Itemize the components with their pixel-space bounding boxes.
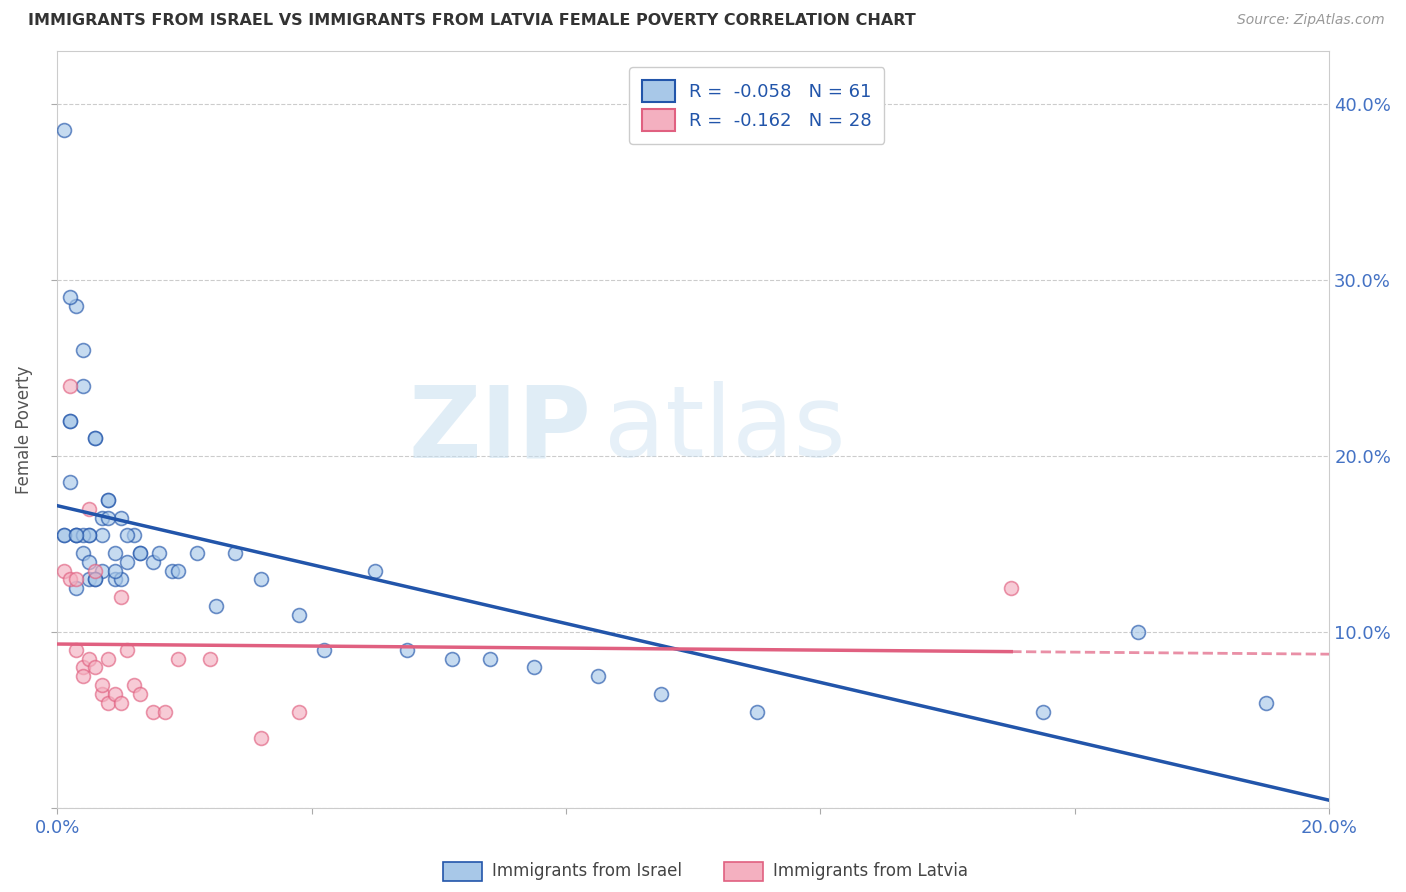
Point <box>155 705 177 719</box>
Point <box>72 546 94 560</box>
Point <box>77 572 100 586</box>
Point <box>52 123 75 137</box>
Point <box>186 546 208 560</box>
Point <box>586 669 609 683</box>
Point <box>84 572 107 586</box>
Point <box>110 696 132 710</box>
Point <box>122 528 145 542</box>
Point <box>117 555 139 569</box>
Point <box>440 651 463 665</box>
Point <box>59 414 82 428</box>
Text: IMMIGRANTS FROM ISRAEL VS IMMIGRANTS FROM LATVIA FEMALE POVERTY CORRELATION CHAR: IMMIGRANTS FROM ISRAEL VS IMMIGRANTS FRO… <box>28 13 915 29</box>
Point <box>288 705 311 719</box>
Point <box>72 343 94 358</box>
Point <box>52 564 75 578</box>
Point <box>65 528 87 542</box>
Point <box>52 528 75 542</box>
Point <box>110 510 132 524</box>
Point <box>72 669 94 683</box>
Point <box>59 290 82 304</box>
Point <box>250 572 273 586</box>
Point <box>65 528 87 542</box>
Point <box>110 572 132 586</box>
Point <box>129 546 152 560</box>
Point <box>65 299 87 313</box>
Point <box>288 607 311 622</box>
Point <box>650 687 672 701</box>
Y-axis label: Female Poverty: Female Poverty <box>15 366 32 494</box>
Point <box>1128 625 1150 640</box>
Point <box>364 564 387 578</box>
Point <box>523 660 546 674</box>
Point <box>77 501 100 516</box>
Point <box>90 687 112 701</box>
Point <box>117 643 139 657</box>
Point <box>65 572 87 586</box>
Point <box>84 431 107 445</box>
Point <box>314 643 336 657</box>
Point <box>84 564 107 578</box>
Point <box>59 378 82 392</box>
Point <box>72 378 94 392</box>
Point <box>65 581 87 595</box>
Point <box>65 528 87 542</box>
Point <box>129 546 152 560</box>
Point <box>97 510 120 524</box>
Point <box>129 687 152 701</box>
Point <box>117 528 139 542</box>
Legend: R =  -0.058   N = 61, R =  -0.162   N = 28: R = -0.058 N = 61, R = -0.162 N = 28 <box>630 67 884 144</box>
Point <box>59 572 82 586</box>
Text: Immigrants from Latvia: Immigrants from Latvia <box>773 863 969 880</box>
Point <box>122 678 145 692</box>
Point <box>65 643 87 657</box>
Point <box>90 678 112 692</box>
Point <box>84 572 107 586</box>
Point <box>72 660 94 674</box>
Point <box>103 687 125 701</box>
Point <box>59 475 82 490</box>
Point <box>250 731 273 745</box>
Point <box>160 564 183 578</box>
Point <box>1000 581 1022 595</box>
Point <box>167 651 190 665</box>
Point <box>90 528 112 542</box>
Point <box>148 546 170 560</box>
Point <box>84 431 107 445</box>
Point <box>1254 696 1277 710</box>
Point <box>59 414 82 428</box>
Point <box>77 528 100 542</box>
Point <box>84 660 107 674</box>
Point <box>142 705 165 719</box>
Point <box>205 599 228 613</box>
Point <box>97 651 120 665</box>
Text: Immigrants from Israel: Immigrants from Israel <box>492 863 682 880</box>
Point <box>224 546 246 560</box>
Point <box>103 546 125 560</box>
Point <box>198 651 221 665</box>
Point <box>103 572 125 586</box>
Point <box>52 528 75 542</box>
Point <box>97 493 120 508</box>
Point <box>72 528 94 542</box>
Point <box>167 564 190 578</box>
Text: ZIP: ZIP <box>409 381 592 478</box>
Point <box>90 510 112 524</box>
Point <box>103 564 125 578</box>
Text: atlas: atlas <box>605 381 846 478</box>
Point <box>110 590 132 604</box>
Point <box>97 696 120 710</box>
Point <box>77 651 100 665</box>
Point <box>745 705 768 719</box>
Point <box>77 555 100 569</box>
Point <box>1032 705 1054 719</box>
Point <box>396 643 419 657</box>
Point <box>478 651 501 665</box>
Point <box>77 528 100 542</box>
Text: Source: ZipAtlas.com: Source: ZipAtlas.com <box>1237 13 1385 28</box>
Point <box>97 493 120 508</box>
Point <box>142 555 165 569</box>
Point <box>90 564 112 578</box>
